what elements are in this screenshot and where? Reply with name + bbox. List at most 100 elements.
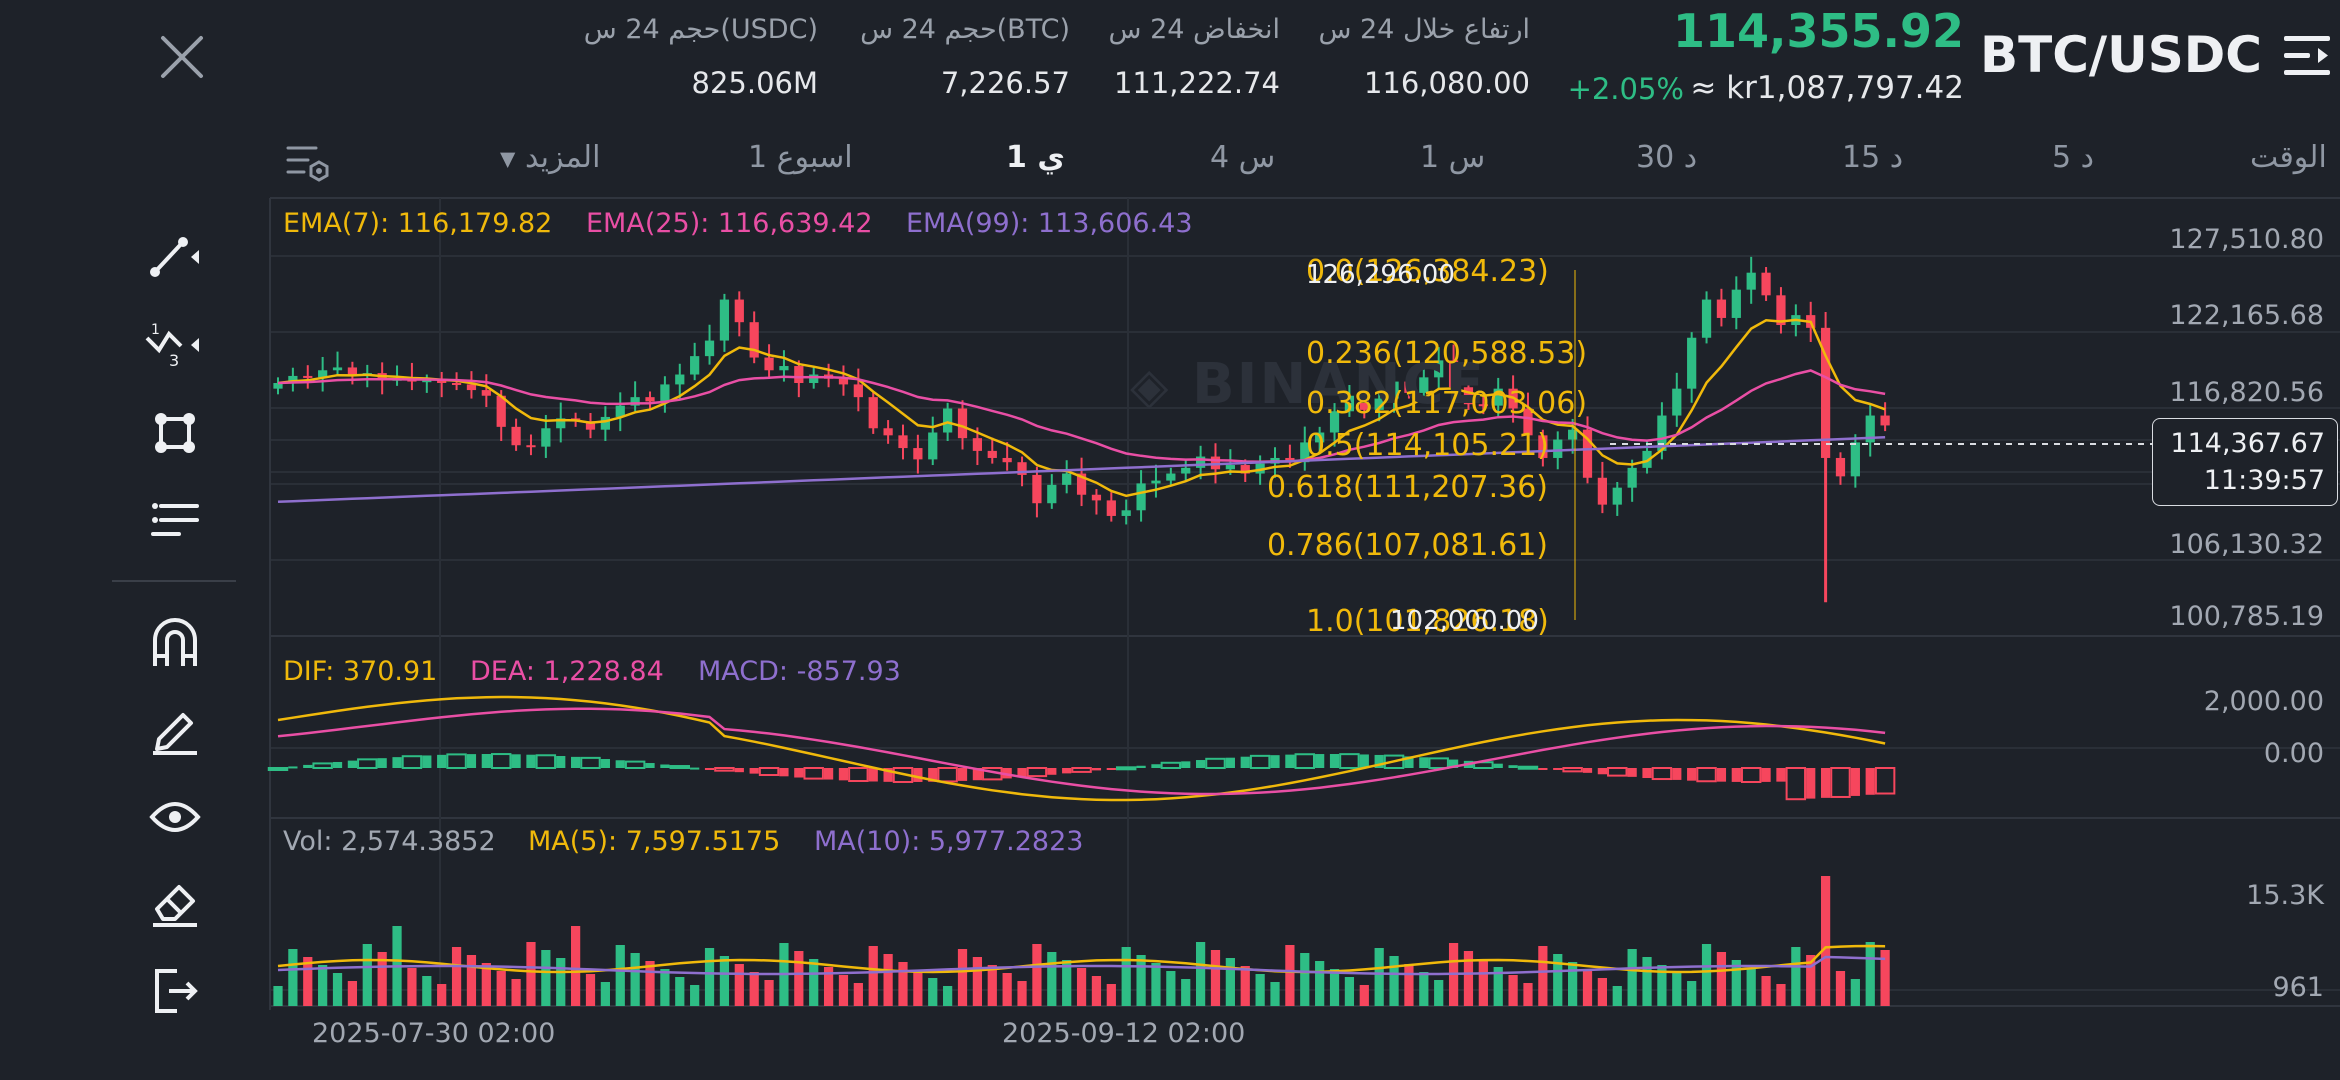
candle [1657,415,1667,451]
exit-drawing-tool[interactable] [140,956,210,1026]
volume-bar [1121,947,1131,1006]
macd-bar [1538,768,1548,770]
fibonacci-tool[interactable]: 1 3 [140,310,210,380]
volume-bar [437,984,447,1006]
eraser-tool[interactable] [140,868,210,938]
draw-tool[interactable] [140,694,210,764]
volume-bar [422,976,432,1006]
high-price-marker: 126,296.00 [1306,260,1455,290]
macd-bar [357,758,378,770]
interval-1w[interactable]: 1 اسبوع [748,140,853,175]
fib-level-0382[interactable]: 0.382(117,003.06) [1306,386,1588,421]
candle [1344,395,1355,412]
interval-4h[interactable]: 4 س [1210,140,1276,175]
interval-more[interactable]: ▼ المزيد [500,140,600,175]
candle [511,426,521,446]
y-tick: 122,165.68 [2169,300,2324,331]
candle [1731,289,1741,318]
macd-bar [1874,767,1896,795]
macd-bar [1651,767,1673,781]
magnet-icon [153,618,197,666]
macd-bar [1091,768,1102,771]
macd-bar [913,768,923,782]
legend-ema99: EMA(99): 113,606.43 [906,208,1193,239]
candle [928,432,938,460]
candle [422,380,432,383]
candle [1195,456,1206,468]
eye-icon [149,802,201,832]
volume-bar [1151,963,1161,1006]
fib-level-0236[interactable]: 0.236(120,588.53) [1306,336,1588,371]
candle [1597,477,1607,505]
volume-bar [1806,955,1816,1006]
menu-icon[interactable] [2284,34,2332,78]
chart-settings-icon[interactable] [286,144,332,186]
macd-bar [1607,767,1628,777]
chevron-down-icon: ▼ [500,146,516,171]
candle [318,370,328,378]
macd-bar [1740,767,1762,783]
trendline-icon [150,237,199,277]
macd-y-tick: 0.00 [2263,738,2324,769]
macd-bar [1136,765,1146,768]
pair-title[interactable]: BTC/USDC [1980,26,2262,84]
macd-bar [1285,754,1295,768]
macd-bar [401,755,423,770]
volume-bar [853,983,863,1006]
volume-bar [1850,979,1860,1006]
candle [1612,487,1622,505]
volume-bar [1359,985,1369,1006]
macd-bar [1329,754,1340,768]
volume-bar [496,971,506,1006]
interval-30m[interactable]: 30 د [1636,140,1698,175]
macd-bar [1151,764,1161,768]
macd-bar [1776,768,1786,782]
interval-15m[interactable]: 15 د [1842,140,1904,175]
macd-bar [1339,753,1360,770]
volume-bar [823,967,834,1006]
volume-bar [1553,954,1563,1006]
volume-bar [1002,973,1012,1006]
magnet-tool[interactable] [140,608,210,678]
candle [1478,404,1488,407]
close-icon[interactable] [155,30,209,84]
interval-time[interactable]: الوقت [2250,140,2327,175]
fib-level-1[interactable]: 1.0(101,826.18) [1306,604,1549,639]
fib-level-0618[interactable]: 0.618(111,207.36) [1266,470,1548,505]
visibility-tool[interactable] [140,782,210,852]
interval-1d[interactable]: 1 ي [1006,140,1065,175]
interval-1h[interactable]: 1 س [1420,140,1486,175]
macd-bar [377,758,387,768]
macd-bar [803,767,824,780]
parallel-lines-tool[interactable] [140,486,210,556]
volume-bar [987,965,997,1006]
volume-bar [1210,950,1221,1006]
candle [556,418,566,429]
macd-bar [1716,768,1727,782]
volume-bar [466,955,477,1006]
candle [1568,429,1578,440]
fib-level-0[interactable]: 0.0(126,384.23) [1306,254,1549,289]
dea-line [277,707,1886,796]
macd-bar [1195,760,1206,768]
candle [1493,388,1503,406]
fib-level-0786[interactable]: 0.786(107,081.61) [1266,528,1548,563]
volume-bar [1538,946,1548,1006]
candle [1404,381,1414,393]
macd-bar [624,760,646,770]
macd-bar [1865,768,1875,795]
candle [1776,295,1786,326]
interval-5m[interactable]: 5 د [2052,140,2094,175]
candle [481,390,491,396]
shape-tool[interactable] [140,398,210,468]
macd-bar [446,753,467,770]
macd-bar [660,764,670,768]
trendline-tool[interactable] [140,222,210,292]
macd-bar [571,756,581,768]
fib-level-05[interactable]: 0.5(114,105.21) [1306,428,1549,463]
volume-bar [556,958,566,1006]
macd-bar [580,756,601,769]
pencil-icon [153,713,197,755]
volume-bar [1255,974,1265,1006]
